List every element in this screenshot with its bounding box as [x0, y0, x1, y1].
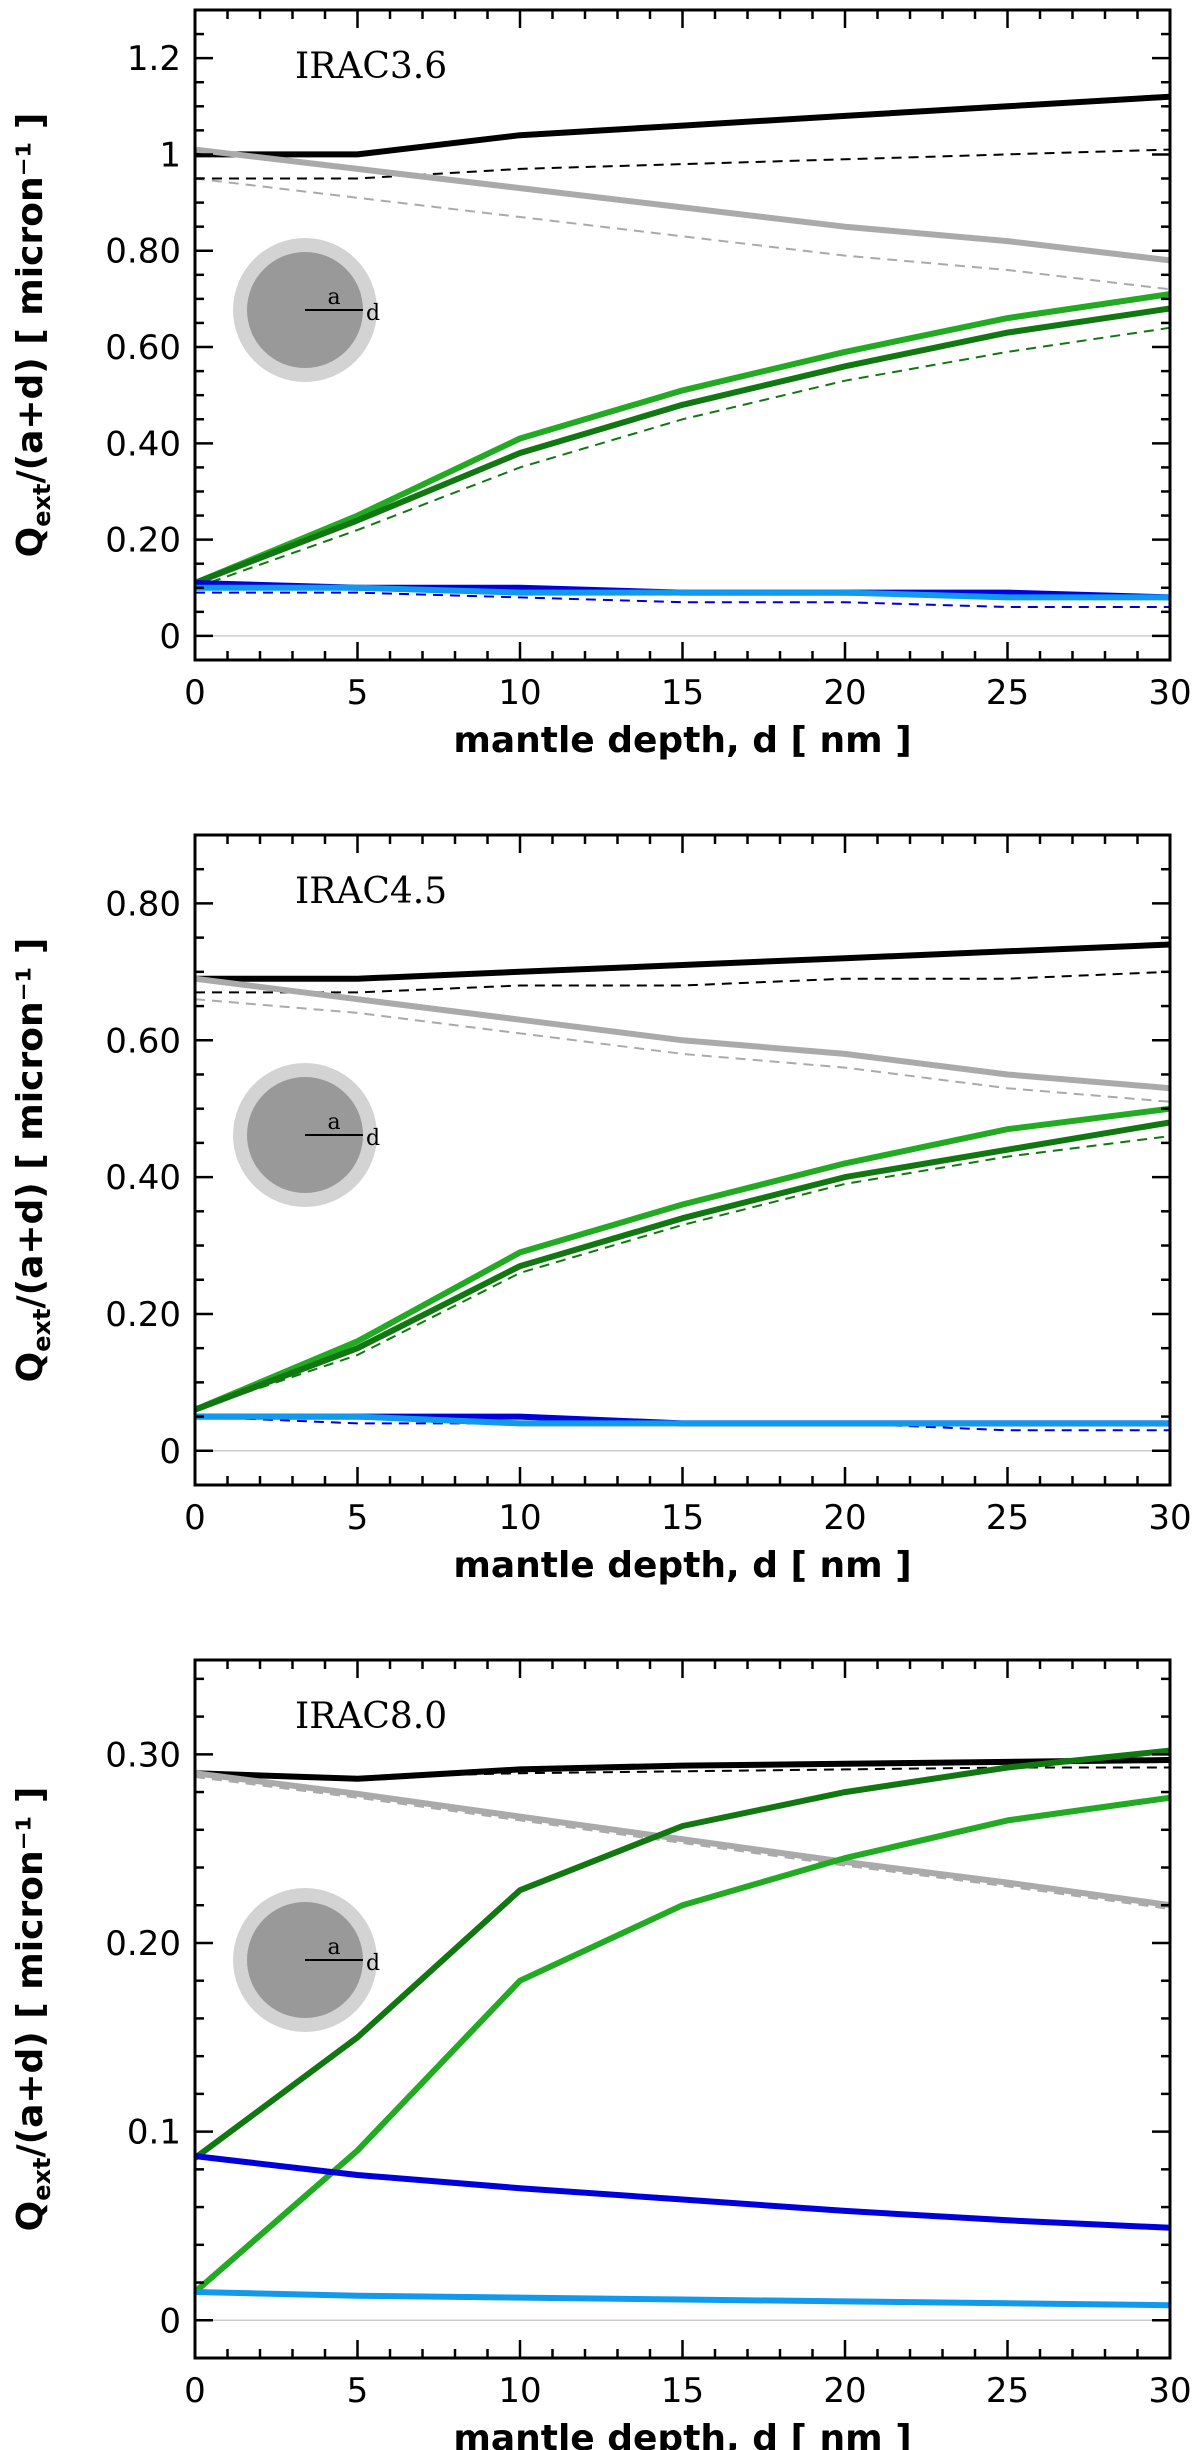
y-tick-label: 0.40: [105, 1158, 181, 1198]
panel-label: IRAC4.5: [295, 871, 447, 912]
x-tick-label: 5: [347, 673, 369, 713]
series-gray-dashed: [195, 177, 1170, 291]
series-group: [195, 1747, 1170, 2309]
x-tick-label: 20: [823, 1498, 866, 1538]
series-gray-dashed: [195, 998, 1170, 1103]
x-tick-label: 10: [498, 1498, 541, 1538]
y-tick-label: 0: [159, 617, 181, 657]
y-tick-label: 0.60: [105, 1021, 181, 1061]
series-gray-solid: [195, 1770, 1170, 1909]
x-tick-label: 15: [661, 1498, 704, 1538]
x-tick-label: 30: [1148, 673, 1191, 713]
mantle-depth-label: d: [366, 1126, 380, 1151]
panel-3: ad0 5 10 15 20 25 3000.10.200.30IRAC8.0mantle …: [10, 1658, 1192, 2450]
series-black-dashed: [195, 1766, 1170, 1778]
core-radius-label: a: [327, 1110, 340, 1135]
series-blue-dashed: [195, 1415, 1170, 1432]
series-group: [195, 941, 1170, 1432]
series-black-dashed: [195, 148, 1170, 180]
panel-label: IRAC3.6: [295, 46, 447, 87]
core-mantle-inset: ad: [233, 1063, 380, 1207]
series-darkgreen-dashed: [195, 1135, 1170, 1411]
y-tick-label: 0.30: [105, 1735, 181, 1775]
series-gray-dashed: [195, 1776, 1170, 1910]
mantle-depth-label: d: [366, 301, 380, 326]
series-blue-dashed: [195, 591, 1170, 608]
x-tick-label: 15: [661, 673, 704, 713]
x-tick-label: 10: [498, 673, 541, 713]
y-axis-title: Qext/(a+d) [ micron⁻¹ ]: [10, 1787, 56, 2232]
series-darkgreen-dashed: [195, 326, 1170, 589]
x-axis-title: mantle depth, d [ nm ]: [453, 720, 911, 761]
y-tick-label: 0: [159, 2301, 181, 2341]
series-darkgreen-solid: [195, 1119, 1170, 1413]
panel-label: IRAC8.0: [295, 1696, 447, 1737]
x-tick-label: 0: [184, 673, 206, 713]
series-blue-solid: [195, 2153, 1170, 2231]
y-tick-label: 0.80: [105, 884, 181, 924]
series-cyan-solid: [195, 584, 1170, 601]
series-gray-solid: [195, 146, 1170, 264]
series-lightgreen-solid: [195, 291, 1170, 586]
x-tick-label: 15: [661, 2371, 704, 2411]
y-tick-label: 0.60: [105, 328, 181, 368]
core-radius-label: a: [327, 1935, 340, 1960]
series-group: [195, 93, 1170, 608]
y-tick-label: 1: [159, 135, 181, 175]
x-axis-title: mantle depth, d [ nm ]: [453, 1545, 911, 1586]
x-tick-label: 25: [986, 2371, 1029, 2411]
series-black-solid: [195, 941, 1170, 982]
y-tick-label: 0.80: [105, 232, 181, 272]
series-black-solid: [195, 1757, 1170, 1782]
y-tick-label: 0.1: [127, 2113, 181, 2153]
y-tick-label: 0.40: [105, 424, 181, 464]
y-axis-title: Qext/(a+d) [ micron⁻¹ ]: [10, 938, 56, 1383]
y-tick-label: 0: [159, 1432, 181, 1472]
core-mantle-inset: ad: [233, 238, 380, 382]
mantle-depth-label: d: [366, 1951, 380, 1976]
y-tick-label: 0.20: [105, 1924, 181, 1964]
y-tick-label: 1.2: [127, 39, 181, 79]
x-tick-label: 25: [986, 1498, 1029, 1538]
x-tick-label: 5: [347, 2371, 369, 2411]
y-axis-title: Qext/(a+d) [ micron⁻¹ ]: [10, 113, 56, 558]
series-gray-solid: [195, 975, 1170, 1092]
y-tick-label: 0.20: [105, 1295, 181, 1335]
core-radius-label: a: [327, 285, 340, 310]
y-tick-label: 0.20: [105, 521, 181, 561]
x-tick-label: 25: [986, 673, 1029, 713]
series-cyan-solid: [195, 2289, 1170, 2309]
x-tick-label: 5: [347, 1498, 369, 1538]
x-tick-label: 0: [184, 2371, 206, 2411]
x-tick-label: 30: [1148, 2371, 1191, 2411]
series-lightgreen-solid: [195, 1794, 1170, 2295]
series-lightgreen-solid: [195, 1105, 1170, 1413]
x-tick-label: 20: [823, 2371, 866, 2411]
core-mantle-inset: ad: [233, 1888, 380, 2032]
x-tick-label: 10: [498, 2371, 541, 2411]
x-tick-label: 0: [184, 1498, 206, 1538]
x-tick-label: 20: [823, 673, 866, 713]
x-axis-title: mantle depth, d [ nm ]: [453, 2418, 911, 2450]
series-black-solid: [195, 93, 1170, 158]
x-tick-label: 30: [1148, 1498, 1191, 1538]
series-cyan-solid: [195, 1413, 1170, 1427]
series-darkgreen-solid: [195, 305, 1170, 586]
series-darkgreen-solid: [195, 1747, 1170, 2161]
series-black-dashed: [195, 970, 1170, 994]
